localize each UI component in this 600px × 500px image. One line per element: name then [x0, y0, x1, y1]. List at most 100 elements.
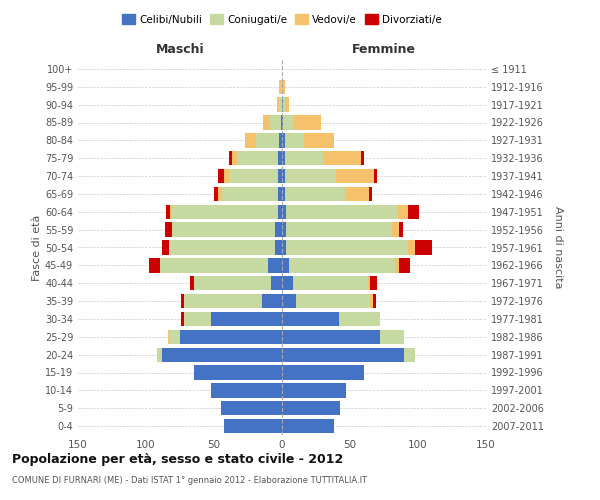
Bar	[395, 258, 399, 272]
Bar	[275, 222, 282, 237]
Y-axis label: Anni di nascita: Anni di nascita	[553, 206, 563, 289]
Y-axis label: Fasce di età: Fasce di età	[32, 214, 42, 280]
Bar	[392, 222, 399, 237]
Bar	[172, 222, 275, 237]
Bar	[268, 258, 282, 272]
Bar	[282, 383, 346, 398]
Bar	[278, 151, 282, 166]
Bar	[283, 98, 285, 112]
Bar	[194, 366, 282, 380]
Bar	[218, 187, 222, 201]
Bar	[166, 204, 170, 219]
Bar	[344, 187, 369, 201]
Bar	[181, 294, 184, 308]
Bar	[262, 294, 282, 308]
Bar	[294, 116, 322, 130]
Text: Femmine: Femmine	[352, 44, 416, 57]
Bar	[296, 294, 370, 308]
Bar	[214, 187, 218, 201]
Bar	[286, 222, 392, 237]
Bar	[361, 151, 364, 166]
Bar	[289, 258, 395, 272]
Bar	[211, 312, 282, 326]
Bar	[368, 276, 370, 290]
Bar	[285, 98, 289, 112]
Bar	[409, 204, 419, 219]
Bar	[337, 169, 374, 183]
Bar	[285, 151, 323, 166]
Bar	[282, 258, 289, 272]
Bar	[221, 401, 282, 415]
Bar	[170, 204, 172, 219]
Bar	[149, 258, 160, 272]
Bar	[222, 187, 278, 201]
Bar	[163, 240, 169, 254]
Bar	[279, 133, 282, 148]
Bar	[190, 276, 194, 290]
Bar	[278, 169, 282, 183]
Bar	[282, 98, 283, 112]
Bar	[270, 116, 281, 130]
Bar	[282, 116, 283, 130]
Bar	[370, 294, 373, 308]
Bar	[168, 330, 169, 344]
Bar	[282, 401, 340, 415]
Bar	[373, 294, 376, 308]
Bar	[283, 116, 294, 130]
Bar	[169, 240, 275, 254]
Text: COMUNE DI FURNARI (ME) - Dati ISTAT 1° gennaio 2012 - Elaborazione TUTTITALIA.IT: COMUNE DI FURNARI (ME) - Dati ISTAT 1° g…	[12, 476, 367, 485]
Bar	[282, 169, 285, 183]
Bar	[286, 240, 409, 254]
Bar	[282, 312, 339, 326]
Bar	[293, 276, 368, 290]
Bar	[165, 222, 172, 237]
Bar	[224, 419, 282, 433]
Bar	[285, 133, 304, 148]
Bar	[369, 187, 372, 201]
Bar	[278, 187, 282, 201]
Bar	[282, 348, 404, 362]
Bar	[275, 240, 282, 254]
Bar	[271, 276, 282, 290]
Bar	[263, 116, 270, 130]
Bar	[285, 187, 344, 201]
Bar	[415, 240, 431, 254]
Bar	[282, 204, 286, 219]
Bar	[184, 312, 211, 326]
Bar	[282, 276, 293, 290]
Bar	[409, 240, 415, 254]
Bar	[281, 116, 282, 130]
Bar	[398, 204, 409, 219]
Bar	[218, 169, 224, 183]
Bar	[339, 312, 380, 326]
Bar	[282, 80, 285, 94]
Legend: Celibi/Nubili, Coniugati/e, Vedovi/e, Divorziati/e: Celibi/Nubili, Coniugati/e, Vedovi/e, Di…	[118, 10, 446, 29]
Bar	[157, 348, 163, 362]
Bar	[163, 348, 282, 362]
Bar	[256, 133, 279, 148]
Bar	[323, 151, 361, 166]
Bar	[194, 276, 271, 290]
Bar	[278, 204, 282, 219]
Text: Maschi: Maschi	[155, 44, 205, 57]
Bar	[232, 151, 237, 166]
Bar	[172, 204, 278, 219]
Bar	[374, 169, 377, 183]
Bar	[229, 151, 232, 166]
Bar	[282, 222, 286, 237]
Bar	[370, 276, 377, 290]
Bar	[277, 98, 279, 112]
Bar	[285, 169, 337, 183]
Bar	[282, 294, 296, 308]
Bar	[279, 80, 282, 94]
Bar	[184, 294, 262, 308]
Bar	[229, 169, 278, 183]
Bar	[282, 366, 364, 380]
Bar	[180, 330, 282, 344]
Bar	[282, 330, 380, 344]
Bar	[282, 240, 286, 254]
Bar	[282, 133, 285, 148]
Bar	[279, 98, 282, 112]
Bar	[399, 222, 403, 237]
Bar	[404, 348, 415, 362]
